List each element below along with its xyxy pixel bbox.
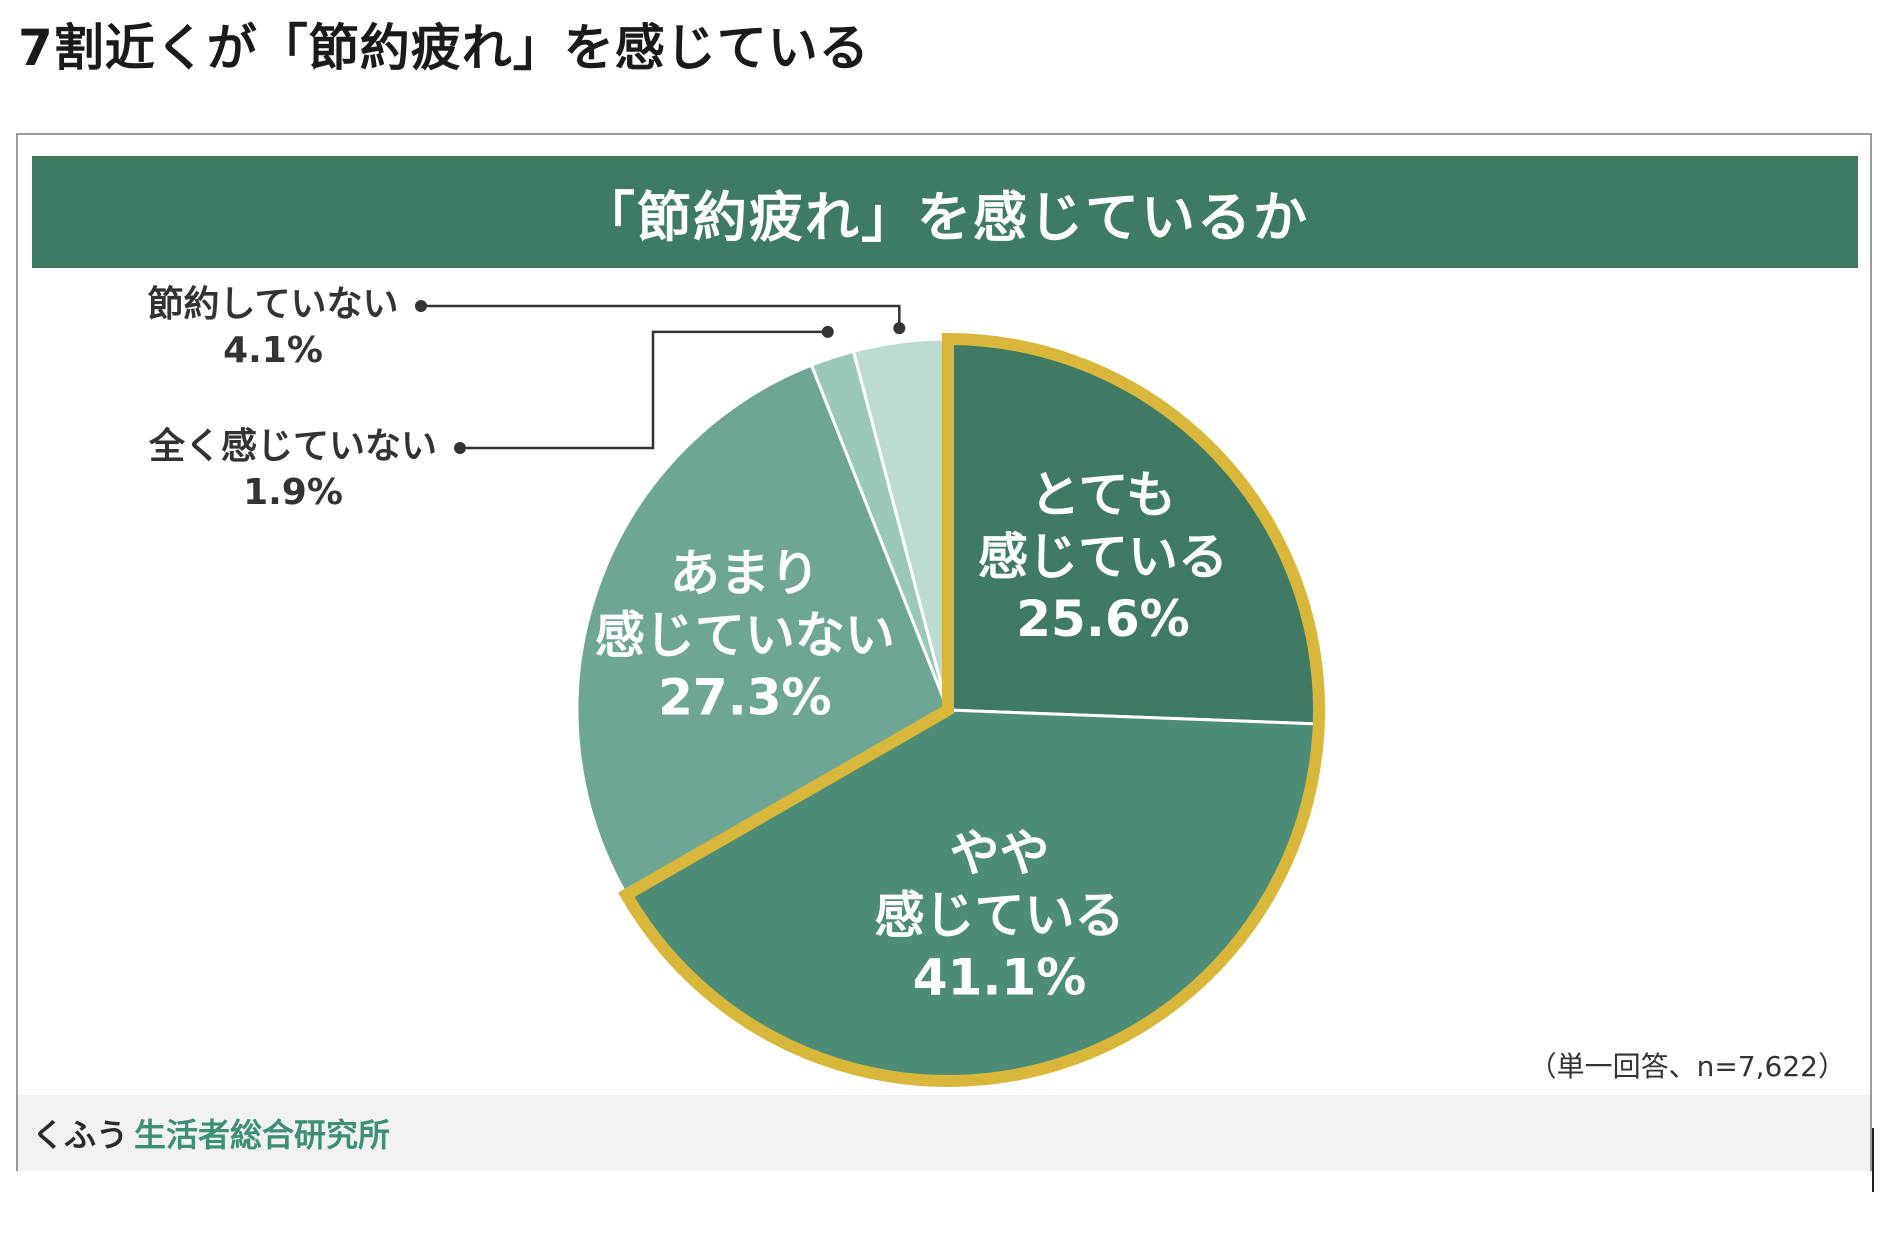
leader-end-dot-mattaku [821,325,834,338]
slice-category-label-amari: あまり [670,545,820,603]
page-title: 7割近くが「節約疲れ」を感じている [18,19,870,77]
leader-dot-setsuyaku-nashi [415,300,427,312]
leader-end-dot-setsuyaku-nashi [893,322,906,335]
slice-category-label-yaya: やや [950,824,1050,882]
brand-logo-prefix: くふう [32,1116,129,1154]
slice-category-label-setsuyaku-nashi: 節約していない [148,284,399,325]
chart-title-banner: 「節約疲れ」を感じているか [32,156,1858,268]
text-cursor-mark [1872,1128,1874,1192]
leader-line-setsuyaku-nashi [421,304,901,329]
chart-figure: 「節約疲れ」を感じているか とても 感じている 25.6% やや 感じている 41.1% あ… [16,133,1872,1171]
slice-category-label-totemo: とても [1030,466,1176,524]
slice-category-label-totemo: 感じている [978,528,1228,586]
brand-name: 生活者総合研究所 [134,1116,391,1154]
highlight-outline [618,332,1325,1087]
slice-value-label-mattaku: 1.9% [243,472,343,513]
slice-value-label-setsuyaku-nashi: 4.1% [223,330,323,371]
slice-value-label-totemo: 25.6% [1016,590,1189,648]
slice-value-label-yaya: 41.1% [913,948,1086,1006]
slice-category-label-yaya: 感じている [875,886,1125,944]
slice-category-label-amari: 感じていない [595,607,895,665]
source-footer: くふう 生活者総合研究所 [18,1095,1870,1171]
pie-chart: とても感じている25.6%やや感じている41.1%あまり感じていない27.3%節… [148,284,1325,1087]
sample-note: （単一回答、n=7,622） [1528,1050,1846,1083]
leader-line-mattaku [460,330,828,450]
slice-value-label-amari: 27.3% [658,669,831,727]
slice-category-label-mattaku: 全く感じていない [148,425,437,467]
leader-dot-mattaku [454,442,466,454]
